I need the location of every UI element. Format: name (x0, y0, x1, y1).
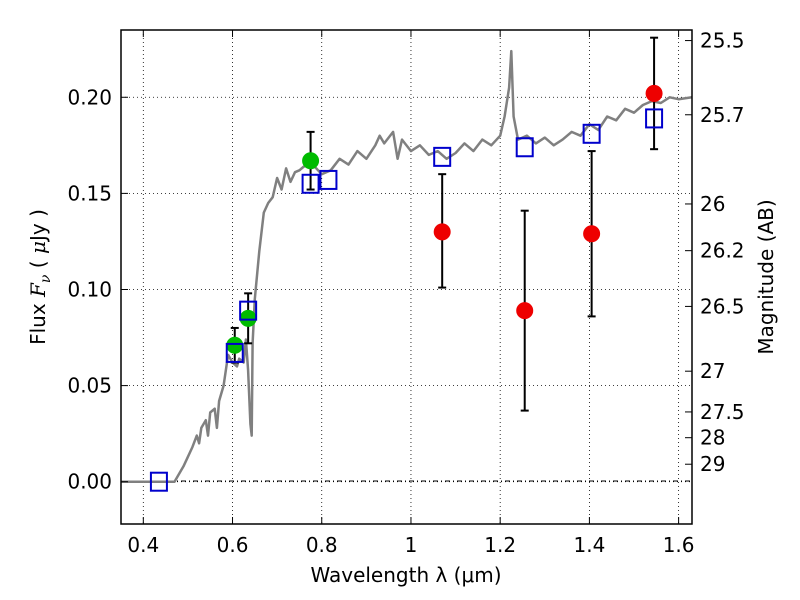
photometry-point (302, 152, 320, 170)
y-tick-label: 0.10 (67, 277, 112, 301)
mag-tick-label: 28 (700, 426, 725, 450)
mag-tick-label: 27.5 (700, 400, 745, 424)
model-photometry-square (582, 123, 601, 144)
model-photometry-square (645, 108, 664, 129)
plot-frame (120, 29, 693, 525)
model-photometry-square (239, 300, 258, 321)
x-tick-label: 0.8 (306, 533, 338, 557)
mag-tick-label: 25.7 (700, 103, 745, 127)
photometry-point (433, 223, 451, 241)
grid-lines (121, 30, 692, 524)
x-tick-label: 0.6 (217, 533, 249, 557)
ticks-layer: 0.4 0.6 0.8 1 1.2 1.4 1.6 0.00 0.05 0.10 0.15 0.20 2… (67, 29, 744, 557)
x-tick-label: 1.4 (573, 533, 605, 557)
mag-tick-label: 29 (700, 452, 725, 476)
mag-tick-label: 27 (700, 359, 725, 383)
model-photometry-square (515, 137, 534, 158)
mag-tick-label: 26.5 (700, 294, 745, 318)
model-photometry-square (149, 471, 168, 492)
points-layer (149, 36, 664, 492)
x-tick-label: 0.4 (127, 533, 159, 557)
y-tick-label: 0.15 (67, 181, 112, 205)
y-tick-label: 0.00 (67, 470, 112, 494)
model-photometry-square (433, 146, 452, 167)
model-photometry-square (301, 173, 320, 194)
photometry-point (226, 336, 244, 354)
photometry-point (583, 225, 601, 243)
mag-tick-label: 25.5 (700, 29, 745, 53)
y-tick-label: 0.05 (67, 374, 112, 398)
y-tick-label: 0.20 (67, 85, 112, 109)
photometry-point (516, 302, 534, 320)
mag-tick-label: 26 (700, 192, 725, 216)
photometry-point (645, 84, 663, 102)
model-photometry-square (319, 169, 338, 190)
photometry-point (239, 309, 257, 327)
mag-tick-label: 26.2 (700, 239, 745, 263)
x-tick-label: 1.2 (484, 533, 516, 557)
y-axis-label: Flux Fν ( μJy ) (26, 209, 54, 345)
spectrum-layer (121, 49, 693, 483)
x-tick-label: 1.6 (663, 533, 695, 557)
model-spectrum-line (121, 49, 693, 483)
x-axis-label: Wavelength λ (μm) (310, 563, 501, 587)
right-axis-label: Magnitude (AB) (754, 199, 778, 354)
model-photometry-square (225, 342, 244, 363)
x-tick-label: 1 (405, 533, 418, 557)
